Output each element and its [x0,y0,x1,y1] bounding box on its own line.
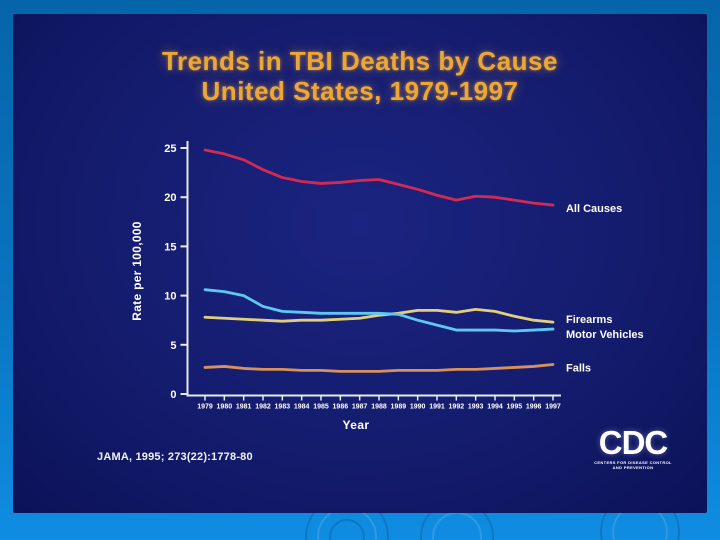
x-axis-title: Year [342,418,370,432]
cdc-logo-subtext-line1: CENTERS FOR DISEASE CONTROL [594,460,672,465]
citation-text: JAMA, 1995; 273(22):1778-80 [97,451,253,463]
slide-title-line1: Trends in TBI Deaths by Cause [162,46,558,76]
y-axis-title: Rate per 100,000 [130,221,144,321]
cdc-logo: CDC CENTERS FOR DISEASE CONTROL AND PREV… [578,424,688,471]
slide-panel [13,14,707,513]
slide-title-line2: United States, 1979-1997 [201,76,519,106]
cdc-logo-subtext-line2: AND PREVENTION [612,465,654,470]
slide-title: Trends in TBI Deaths by Cause United Sta… [0,46,720,106]
cdc-logo-text: CDC [598,424,669,461]
